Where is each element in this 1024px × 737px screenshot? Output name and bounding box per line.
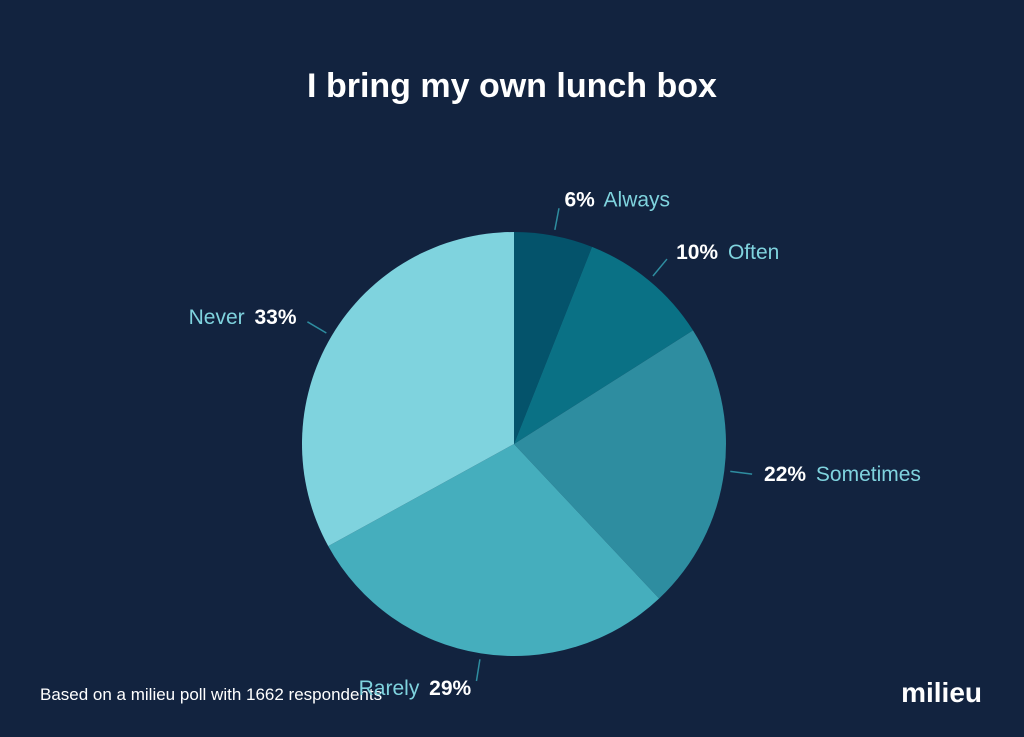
leader-line xyxy=(554,208,560,231)
leader-line xyxy=(475,659,481,682)
category-label: Often xyxy=(728,240,779,263)
source-note: Based on a milieu poll with 1662 respond… xyxy=(40,685,382,704)
leader-line xyxy=(652,258,668,277)
value-label: 6% xyxy=(564,188,595,211)
pie-slice xyxy=(328,444,660,656)
slice-label: Rarely 29% xyxy=(359,676,472,699)
chart-title: I bring my own lunch box xyxy=(307,67,717,105)
slice-label: 6% Always xyxy=(564,188,670,211)
value-label: 10% xyxy=(676,240,718,263)
category-label: Sometimes xyxy=(816,463,921,486)
value-label: 22% xyxy=(764,463,806,486)
slice-label: Never 33% xyxy=(189,305,297,328)
pie-slice xyxy=(514,330,726,599)
leader-line xyxy=(307,321,327,334)
value-label: 33% xyxy=(255,305,297,328)
leader-line xyxy=(730,470,753,475)
pie-slice xyxy=(514,232,593,444)
value-label: 29% xyxy=(429,676,471,699)
category-label: Never xyxy=(189,305,245,328)
pie-slice xyxy=(514,246,693,444)
pie-slice xyxy=(302,232,514,547)
slice-label: 22% Sometimes xyxy=(764,463,921,486)
brand-logo: milieu xyxy=(901,677,982,708)
category-label: Always xyxy=(604,188,671,211)
category-label: Rarely xyxy=(359,676,420,699)
slice-label: 10% Often xyxy=(676,240,779,263)
